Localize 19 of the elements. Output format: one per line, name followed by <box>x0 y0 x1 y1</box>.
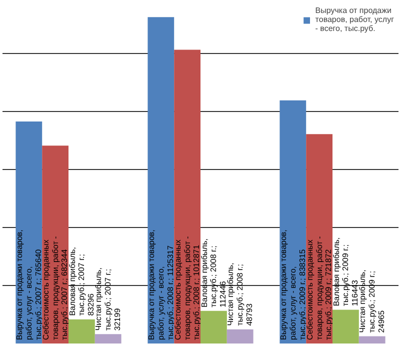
bar <box>148 17 174 344</box>
data-label: Себестоимость проданных товаров, продукции, работ - тыс.руб.; 2008 г.; 1012871 <box>173 236 202 340</box>
bar <box>68 319 95 344</box>
legend-label: Выручка от продажи товаров, работ, услуг - всего, тыс.руб. <box>315 6 394 33</box>
data-label: Чистая прибыль, тыс.руб.; 2009 г.; 24965 <box>358 270 386 333</box>
bar <box>200 310 227 344</box>
data-label: Выручка от продажи товаров, работ, услуг - всего, тыс.руб.; 2008 г.; 1125317 <box>146 230 175 340</box>
data-label: Себестоимость проданных товаров, продукции, работ - тыс.руб.; 2007 г.; 682344 <box>41 236 70 340</box>
bar <box>226 329 254 344</box>
data-label: Выручка от продажи товаров, работ, услуг - всего, тыс.руб.; 2007 г.; 765640 <box>14 230 43 340</box>
data-label: Валовая прибыль, тыс.руб.; 2007 г.; 83296 <box>68 246 96 316</box>
bar <box>358 336 386 344</box>
data-label: Чистая прибыль, тыс.руб.; 2007 г.; 32199 <box>94 268 122 331</box>
data-label: Валовая прибыль, тыс.руб.; 2008 г.; 112446 <box>200 238 228 308</box>
data-label: Валовая прибыль, тыс.руб.; 2009 г.; 116443 <box>332 237 360 306</box>
bar <box>332 310 359 344</box>
data-label: Выручка от продажи товаров, работ, услуг - всего, тыс.руб.; 2009 г.; 838315 <box>278 230 307 340</box>
data-label: Чистая прибыль, тыс.руб.; 2008 г.; 48793 <box>226 262 254 326</box>
bar <box>94 334 122 344</box>
